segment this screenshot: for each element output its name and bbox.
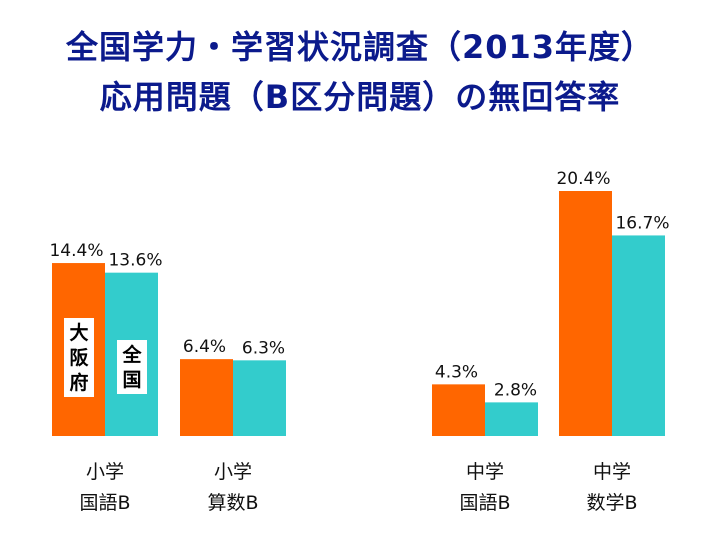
category-label-2-line-0: 中学 <box>466 461 504 483</box>
legend-osaka-char-2: 府 <box>69 371 88 394</box>
legend-national: 全国 <box>117 340 147 394</box>
legend-osaka-box <box>64 318 94 397</box>
category-label-3-line-0: 中学 <box>593 461 631 483</box>
category-label-0-line-1: 国語B <box>79 492 130 514</box>
category-label-1-line-0: 小学 <box>214 461 252 483</box>
category-label-0-line-0: 小学 <box>86 461 124 483</box>
bar-national-1 <box>233 360 286 436</box>
bar-osaka-3 <box>559 191 612 436</box>
legend-national-box <box>117 340 147 394</box>
value-label-national-2: 2.8% <box>494 380 537 400</box>
bar-osaka-1 <box>180 359 233 436</box>
legend-national-char-1: 国 <box>122 369 141 391</box>
legend-osaka: 大阪府 <box>64 318 94 397</box>
chart-title-line-2: 応用問題（B区分問題）の無回答率 <box>99 78 621 116</box>
bar-osaka-2 <box>432 384 485 436</box>
value-labels-layer: 14.4% 13.6% 6.4% 6.3% 4.3% 2.8% 20.4% 16.7% <box>49 169 669 400</box>
legend-national-char-0: 全 <box>121 343 142 366</box>
bar-national-3 <box>612 235 665 436</box>
bar-national-2 <box>485 402 538 436</box>
value-label-osaka-0: 14.4% <box>49 241 103 261</box>
value-label-osaka-1: 6.4% <box>183 337 226 357</box>
legend-osaka-char-1: 阪 <box>69 346 89 369</box>
legend-osaka-char-0: 大 <box>69 321 88 344</box>
bars-layer <box>52 191 665 436</box>
value-label-national-0: 13.6% <box>108 251 162 271</box>
value-label-national-3: 16.7% <box>615 213 669 233</box>
category-label-2-line-1: 国語B <box>459 492 510 514</box>
category-label-1-line-1: 算数B <box>207 492 258 514</box>
chart-title-line-1: 全国学力・学習状況調査（2013年度） <box>65 28 655 66</box>
value-label-national-1: 6.3% <box>242 338 285 358</box>
category-label-3-line-1: 数学B <box>586 492 637 514</box>
value-label-osaka-2: 4.3% <box>435 362 478 382</box>
value-label-osaka-3: 20.4% <box>556 169 610 189</box>
